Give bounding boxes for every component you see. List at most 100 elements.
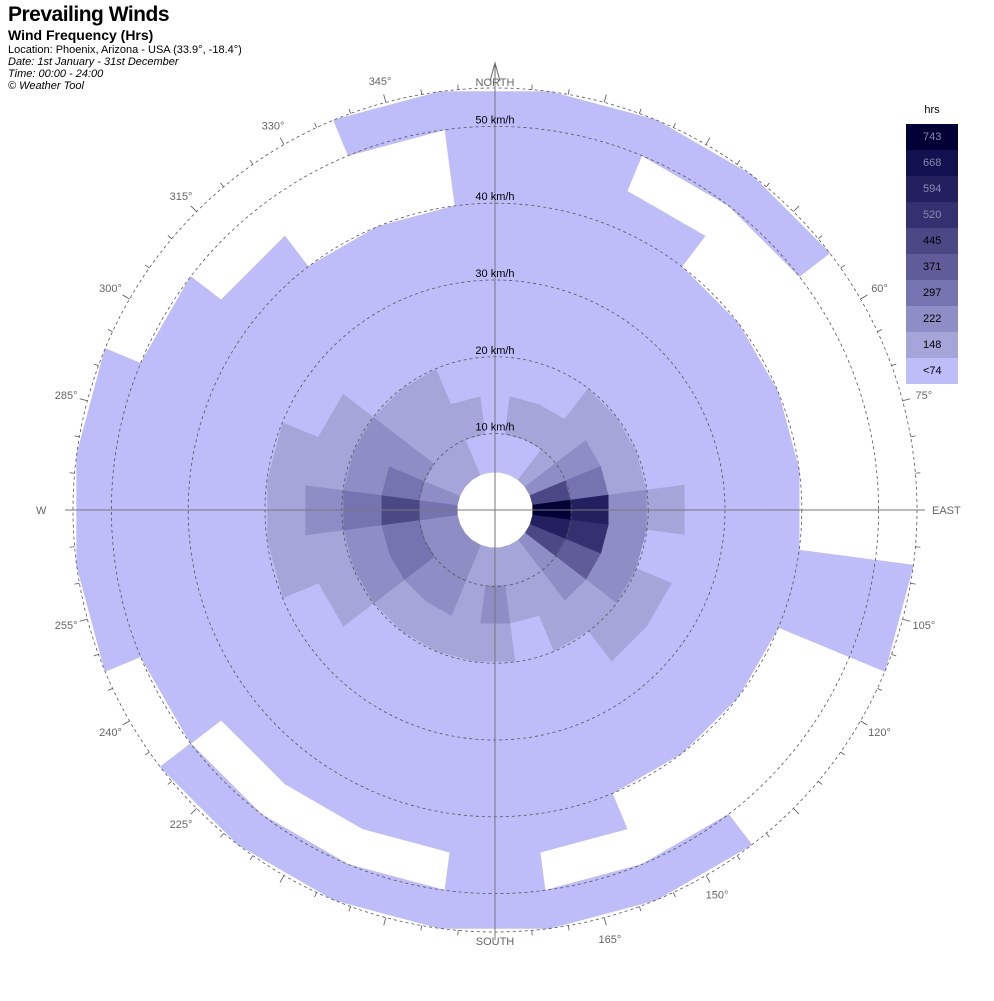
time-text: Time: 00:00 - 24:00 [8,68,104,80]
west-label: W [36,505,47,517]
angle-label: 75° [916,390,933,402]
legend-item: 743 [906,124,958,150]
angle-tick [220,182,225,187]
angle-tick [144,264,150,269]
legend-item: 668 [906,150,958,176]
legend-item: <74 [906,358,958,384]
angle-tick [840,751,846,756]
speed-ring-label: 40 km/h [475,191,514,203]
angle-tick [877,687,883,691]
angle-tick [638,108,642,114]
legend-item: 222 [906,306,958,332]
angle-tick [107,687,113,691]
north-label: NORTH [476,77,515,89]
wind-sector [159,743,262,846]
credit-text: © Weather Tool [8,80,84,92]
angle-label: 60° [871,283,888,295]
angle-tick [79,618,88,622]
legend-item: 520 [906,202,958,228]
angle-tick [860,720,868,726]
legend-item: 297 [906,280,958,306]
chart-labels: 10 km/h 20 km/h 30 km/h 40 km/h 50 km/h NORTH… [36,76,961,948]
angle-tick [74,582,80,585]
angle-tick [638,906,642,912]
wind-sector [728,174,831,277]
angle-label: 240° [99,727,122,739]
legend-item: 445 [906,228,958,254]
angle-tick [840,264,846,269]
chart-header: Prevailing Winds Wind Frequency (Hrs) Lo… [8,3,242,92]
angle-tick [249,159,254,165]
angle-label: 330° [262,120,285,132]
angle-tick [736,159,741,165]
angle-tick [122,294,130,300]
angle-tick [567,925,570,931]
angle-tick [902,398,911,402]
angle-tick [567,89,570,95]
angle-tick [891,653,897,657]
angle-tick [891,363,897,367]
chart-title: Prevailing Winds [8,3,170,26]
angle-tick [765,182,770,187]
angle-tick [383,94,387,103]
angle-tick [818,780,823,785]
legend-item: 148 [906,332,958,358]
legend-title: hrs [924,104,940,116]
angle-tick [74,435,80,438]
wind-sector [220,235,309,324]
wind-sector [544,864,657,929]
angle-tick [818,235,823,240]
angle-label: 285° [55,390,78,402]
angle-label: 345° [369,76,392,88]
angle-tick [705,137,711,145]
angle-tick [122,720,130,726]
angle-tick [79,398,88,402]
angle-label: 300° [99,283,122,295]
angle-tick [383,917,387,926]
angle-label: 120° [868,727,891,739]
wind-sector [849,559,914,672]
wind-sector [140,276,222,379]
angle-tick [420,89,423,95]
angle-tick [249,855,254,861]
angle-tick [144,751,150,756]
east-label: EAST [932,505,961,517]
angle-label: 105° [912,620,935,632]
speed-ring-label: 30 km/h [475,268,514,280]
angle-label: 315° [170,191,193,203]
location-text: Location: Phoenix, Arizona - USA (33.9°,… [8,44,242,56]
wind-sector [76,348,141,461]
angle-tick [736,855,741,861]
legend-items: 743 668 594 520 445 371 297 222 148 <74 [906,124,958,384]
chart-axes [65,61,925,940]
angle-tick [603,917,607,926]
wind-sector [333,91,446,156]
angle-label: 225° [170,819,193,831]
angle-tick [93,653,99,657]
angle-tick [765,833,770,838]
angle-tick [910,582,916,585]
angle-tick [793,808,800,815]
angle-tick [190,205,197,212]
angle-tick [902,618,911,622]
speed-ring-label: 10 km/h [475,422,514,434]
angle-tick [93,363,99,367]
angle-tick [672,892,676,898]
angle-tick [348,906,352,912]
legend-item: 594 [906,176,958,202]
angle-tick [167,235,172,240]
speed-ring-label: 20 km/h [475,345,514,357]
angle-label: 255° [55,620,78,632]
chart-subtitle: Wind Frequency (Hrs) [8,27,154,43]
speed-ring-label: 50 km/h [475,114,514,126]
legend: hrs 743 668 594 520 445 371 297 222 148 <74 [906,102,958,384]
angle-tick [348,108,352,114]
angle-tick [279,137,285,145]
angle-tick [910,435,916,438]
angle-tick [314,892,318,898]
south-label: SOUTH [476,936,515,948]
date-text: Date: 1st January - 31st December [8,56,179,68]
angle-tick [279,875,285,883]
angle-tick [190,808,197,815]
